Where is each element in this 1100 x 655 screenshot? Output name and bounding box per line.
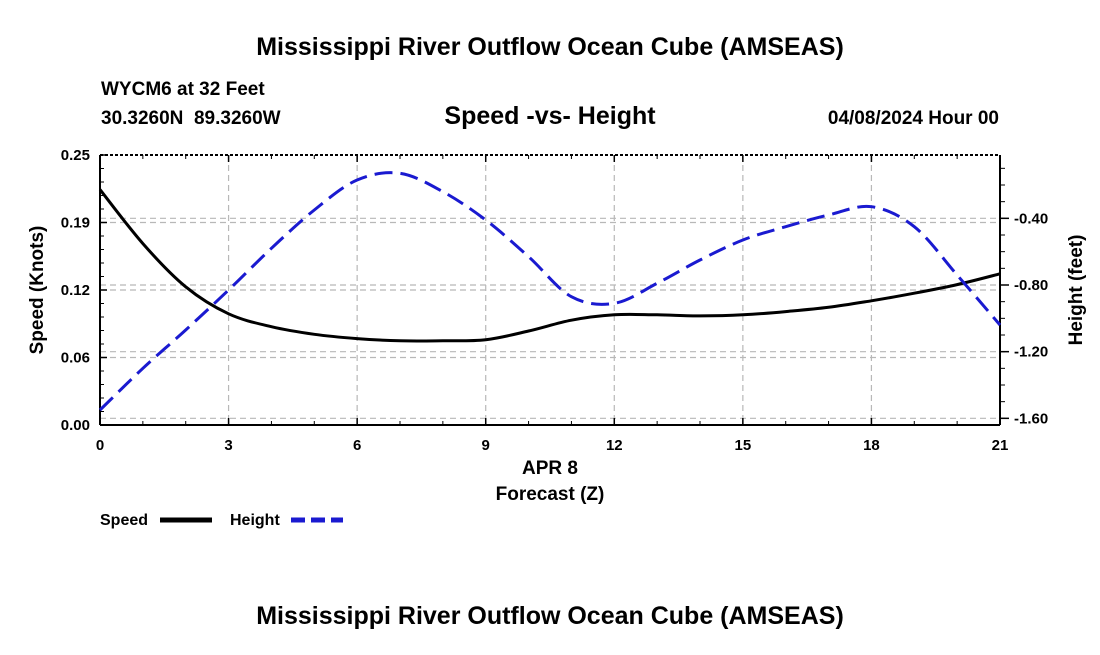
series-group: [98, 171, 1002, 412]
x-tick-label: 6: [353, 437, 361, 454]
y-left-tick-label: 0.00: [61, 417, 90, 434]
y-right-tick-label: -0.80: [1014, 277, 1048, 294]
coordinates-label: 30.3260N 89.3260W: [101, 108, 281, 129]
y-right-tick-label: -0.40: [1014, 210, 1048, 227]
x-tick-label: 15: [735, 437, 752, 454]
y-left-tick-label: 0.06: [61, 350, 90, 367]
series-line-speed: [98, 188, 1001, 343]
x-axis-label: Forecast (Z): [496, 484, 605, 505]
y-left-tick-label: 0.19: [61, 215, 90, 232]
y-right-tick-label: -1.60: [1014, 410, 1048, 427]
legend-speed-label: Speed: [100, 512, 148, 529]
y-right-tick-label: -1.20: [1014, 344, 1048, 361]
chart-title: Mississippi River Outflow Ocean Cube (AM…: [256, 33, 844, 61]
series-line-height: [98, 171, 1002, 412]
y-axis-left-label: Speed (Knots): [27, 226, 48, 355]
legend-height-label: Height: [230, 512, 280, 529]
x-tick-label: 0: [96, 437, 104, 454]
x-tick-label: 12: [606, 437, 623, 454]
x-axis-date-label: APR 8: [522, 458, 578, 479]
x-tick-label: 18: [863, 437, 880, 454]
x-tick-label: 9: [482, 437, 490, 454]
datetime-label: 04/08/2024 Hour 00: [828, 108, 999, 129]
legend: Speed Height: [100, 512, 343, 529]
ticks: [99, 154, 1009, 426]
chart-subtitle: Speed -vs- Height: [444, 102, 656, 130]
x-tick-label: 21: [992, 437, 1009, 454]
y-left-tick-label: 0.25: [61, 147, 90, 164]
y-axis-right-label: Height (feet): [1066, 235, 1087, 346]
station-label: WYCM6 at 32 Feet: [101, 79, 265, 100]
tick-labels: 0 3 6 9 12 15 18 21 0.00 0.06 0.12 0.19 0.25 -0.40 -0.…: [61, 147, 1048, 454]
y-left-tick-label: 0.12: [61, 282, 90, 299]
footer-title: Mississippi River Outflow Ocean Cube (AM…: [256, 602, 844, 630]
x-tick-label: 3: [224, 437, 232, 454]
grid: [100, 155, 1000, 425]
